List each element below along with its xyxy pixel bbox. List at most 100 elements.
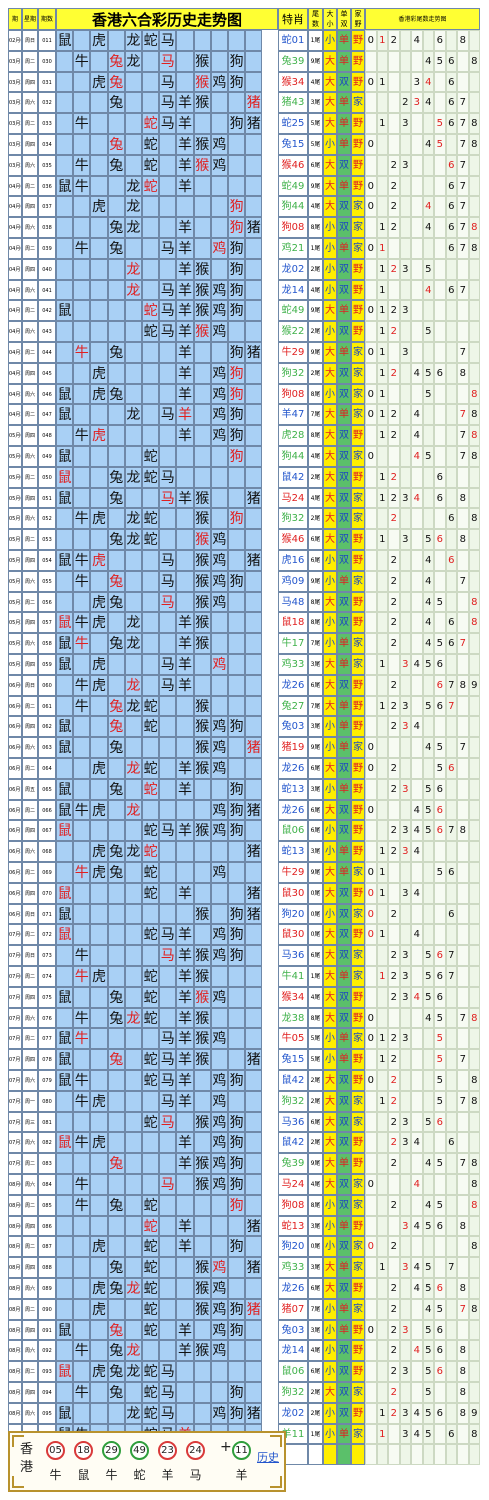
home-wild-cell: 野	[351, 1132, 365, 1154]
zodiac-cell	[73, 1361, 91, 1382]
trend-digit: 6	[445, 862, 457, 883]
zodiac-cell: 蛇	[142, 778, 160, 800]
trend-digit: 7	[457, 279, 469, 301]
trend-digit	[365, 1132, 377, 1154]
zodiac-cell: 龙	[124, 1402, 142, 1424]
zodiac-cell: 鸡	[210, 238, 228, 259]
trend-digit	[445, 1361, 457, 1382]
trend-digit: 2	[388, 1132, 400, 1154]
zodiac-cell: 羊	[176, 217, 194, 238]
trend-digit: 4	[422, 1007, 434, 1029]
special-zodiac: 鸡09	[278, 570, 308, 592]
trend-digit: 4	[411, 1215, 423, 1237]
trend-digit: 8	[468, 404, 480, 426]
trend-digit: 4	[422, 50, 434, 72]
odd-even-cell: 单	[337, 404, 351, 426]
zodiac-cell	[107, 508, 125, 530]
trend-digit	[399, 674, 411, 696]
row-date: 07月08日	[8, 966, 22, 987]
trend-digit	[457, 300, 469, 322]
row-date: 03月25日	[8, 113, 22, 134]
zodiac-cell	[193, 841, 211, 862]
trend-digit	[399, 404, 411, 426]
trend-digit	[376, 612, 388, 634]
special-zodiac: 兔03	[278, 716, 308, 738]
zodiac-cell: 虎	[90, 1361, 108, 1382]
zodiac-cell: 虎	[90, 758, 108, 779]
trend-digit: 5	[422, 362, 434, 384]
odd-even-cell: 双	[337, 1174, 351, 1195]
special-zodiac: 狗08	[278, 217, 308, 238]
zodiac-cell	[90, 321, 108, 342]
trend-digit: 3	[399, 945, 411, 966]
zodiac-cell	[73, 217, 91, 238]
trend-digit	[468, 862, 480, 883]
trend-digit	[365, 986, 377, 1008]
zodiac-cell	[245, 1090, 263, 1112]
zodiac-cell: 蛇	[142, 1111, 160, 1133]
trend-digit	[457, 612, 469, 634]
row-date: 05月01日	[8, 425, 22, 446]
trend-digit	[411, 591, 423, 613]
trend-digit: 7	[445, 945, 457, 966]
trend-digit: 3	[399, 342, 411, 363]
zodiac-cell: 羊	[176, 1132, 194, 1154]
trend-digit	[399, 383, 411, 405]
trend-digit	[422, 1049, 434, 1070]
zodiac-cell: 兔	[107, 71, 125, 93]
trend-digit	[422, 487, 434, 509]
row-date: 04月15日	[8, 300, 22, 322]
zodiac-cell	[159, 986, 177, 1008]
trend-digit	[411, 1319, 423, 1341]
row-weekday: 周二	[22, 113, 38, 134]
draw-ball-zodiac: 羊	[161, 1468, 174, 1482]
zodiac-cell: 鼠	[56, 30, 74, 51]
trend-digit: 8	[457, 820, 469, 842]
zodiac-cell	[56, 1215, 74, 1237]
trend-digit: 6	[445, 903, 457, 925]
zodiac-cell: 蛇	[142, 841, 160, 862]
special-zodiac: 龙02	[278, 258, 308, 280]
zodiac-cell	[210, 882, 228, 904]
trend-digit: 3	[411, 92, 423, 114]
home-wild-cell: 野	[351, 1361, 365, 1382]
zodiac-cell	[124, 1236, 142, 1258]
home-wild-cell: 家	[351, 196, 365, 218]
zodiac-cell: 狗	[228, 279, 246, 301]
draw-ball: 29	[102, 1441, 121, 1460]
trend-digit	[388, 882, 400, 904]
row-weekday: 周二	[22, 591, 38, 613]
zodiac-cell: 鼠	[56, 924, 74, 946]
row-issue: 057	[38, 612, 56, 634]
latest-draw-panel: 香港 05 牛 18 鼠 29 牛 49 蛇 23 羊 24 马 11 羊 + 历史	[8, 1431, 286, 1492]
trend-digit: 2	[388, 903, 400, 925]
zodiac-cell	[142, 654, 160, 675]
trend-digit	[376, 446, 388, 467]
history-link[interactable]: 历史	[257, 1451, 279, 1464]
row-date: 08月05日	[8, 1194, 22, 1216]
zodiac-cell: 羊	[176, 654, 194, 675]
home-wild-cell: 野	[351, 716, 365, 738]
zodiac-cell: 猪	[245, 1402, 263, 1424]
trend-digit: 7	[457, 113, 469, 134]
trend-digit	[399, 279, 411, 301]
zodiac-cell	[245, 529, 263, 550]
zodiac-cell: 狗	[228, 446, 246, 467]
zodiac-cell	[228, 1215, 246, 1237]
trend-digit	[399, 1444, 411, 1466]
zodiac-cell	[124, 446, 142, 467]
tail-number: 3尾	[308, 841, 323, 862]
zodiac-cell: 马	[159, 654, 177, 675]
trend-digit: 2	[388, 1340, 400, 1362]
trend-digit: 5	[422, 1319, 434, 1341]
zodiac-cell: 狗	[228, 945, 246, 966]
zodiac-cell: 猴	[193, 945, 211, 966]
trend-digit: 6	[434, 820, 446, 842]
trend-digit	[365, 1153, 377, 1174]
trend-digit	[457, 508, 469, 530]
special-zodiac: 猴34	[278, 986, 308, 1008]
home-wild-cell: 野	[351, 820, 365, 842]
zodiac-cell: 羊	[176, 300, 194, 322]
zodiac-cell	[73, 758, 91, 779]
zodiac-cell	[56, 71, 74, 93]
